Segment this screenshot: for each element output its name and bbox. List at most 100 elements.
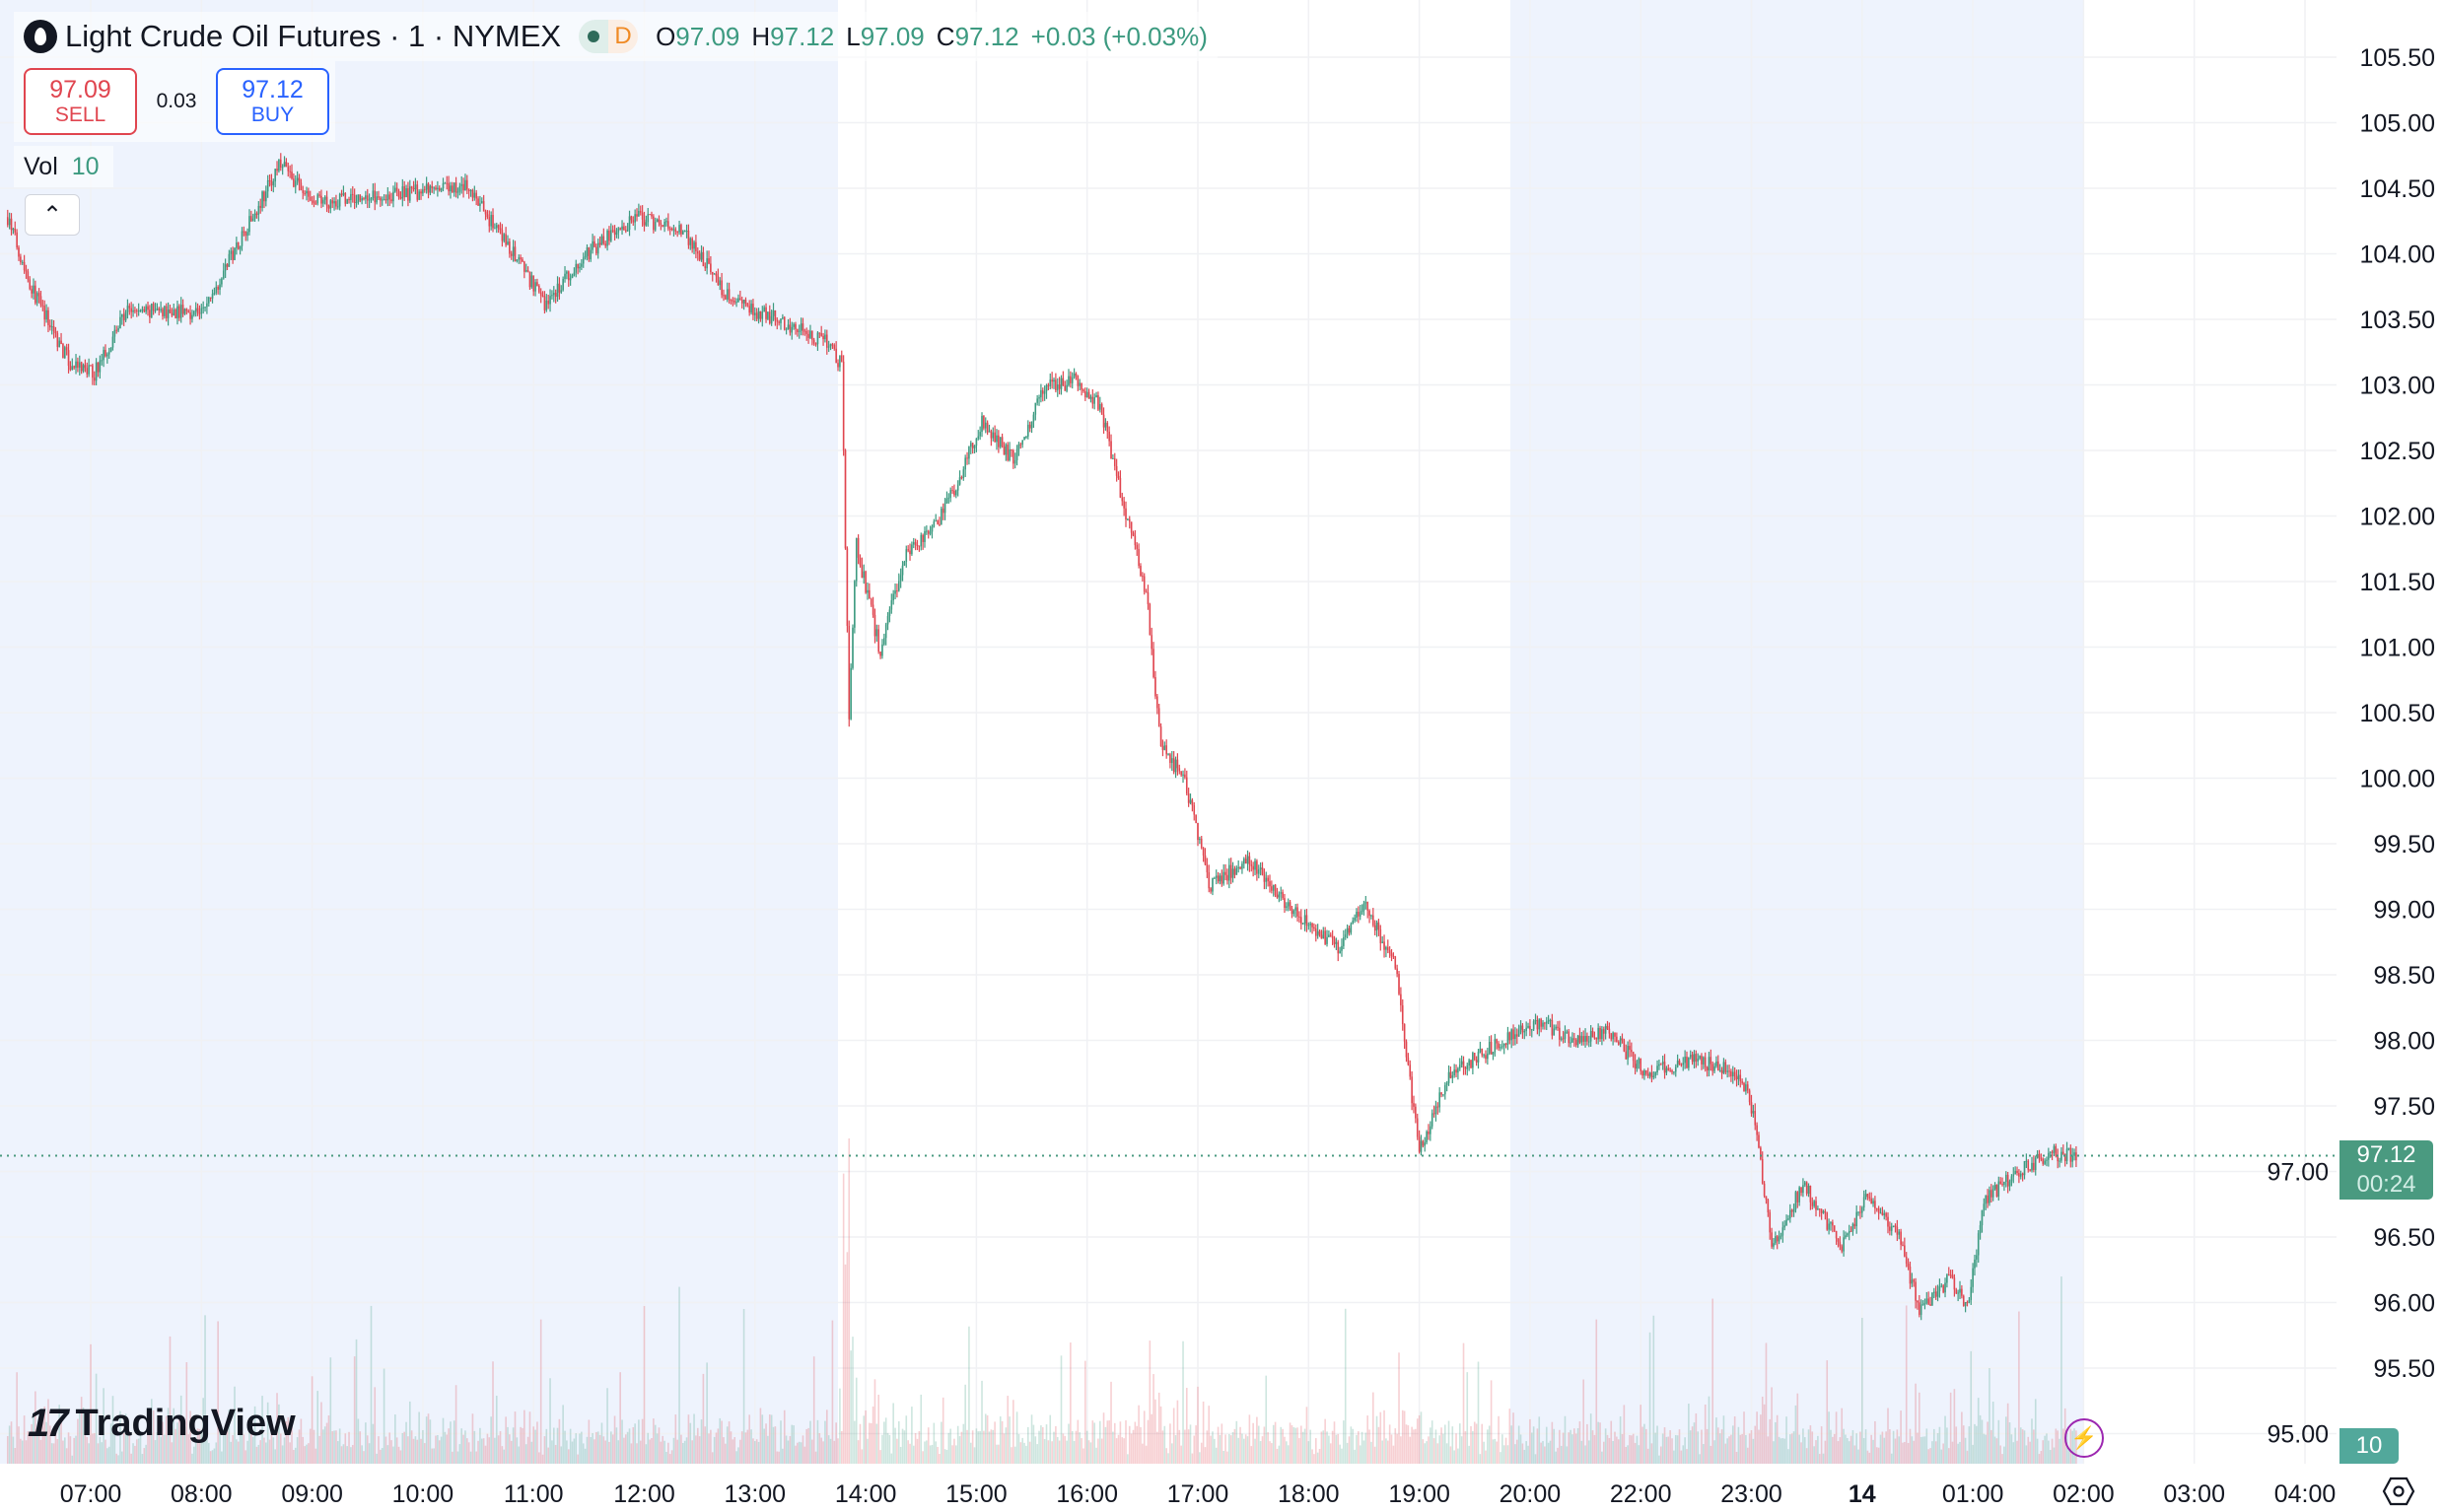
candle-body	[2073, 1152, 2075, 1156]
candle-body	[1872, 1201, 1874, 1204]
volume-bar	[431, 1448, 434, 1464]
tradingview-logo[interactable]: 17 TradingView	[28, 1402, 296, 1445]
volume-bar	[512, 1427, 515, 1464]
candle-body	[1665, 1067, 1668, 1073]
volume-bar	[16, 1372, 18, 1464]
volume-bar	[1197, 1386, 1199, 1464]
candle-body	[1800, 1187, 1802, 1194]
volume-bar	[750, 1429, 752, 1464]
volume-bar	[1128, 1425, 1131, 1464]
volume-bar	[1479, 1454, 1482, 1464]
volume-bar	[1667, 1436, 1670, 1464]
candle-body	[1989, 1190, 1990, 1203]
candle-body	[994, 432, 996, 443]
candle-body	[121, 313, 123, 317]
collapse-legend-button[interactable]: ⌃	[25, 194, 80, 236]
candle-body	[1300, 917, 1302, 925]
candle-body	[456, 191, 459, 193]
candle-body	[1271, 886, 1273, 891]
volume-bar	[1874, 1420, 1876, 1464]
volume-bar	[145, 1444, 147, 1464]
volume-bar	[78, 1412, 81, 1464]
volume-bar	[1826, 1360, 1829, 1464]
volume-bar	[649, 1439, 651, 1464]
volume-bar	[1872, 1439, 1874, 1464]
candle-body	[1877, 1208, 1880, 1213]
volume-bar	[1062, 1433, 1065, 1464]
volume-bar	[924, 1441, 926, 1464]
candle-body	[884, 624, 887, 639]
volume-bar	[300, 1418, 303, 1464]
volume-bar	[645, 1444, 648, 1464]
volume-bar	[619, 1372, 621, 1464]
volume-bar	[643, 1306, 646, 1464]
volume-bar	[221, 1451, 223, 1464]
candle-body	[710, 263, 712, 273]
sell-button[interactable]: 97.09 SELL	[24, 68, 137, 135]
candle-body	[21, 261, 24, 263]
candle-body	[438, 187, 441, 191]
volume-bar	[2027, 1436, 2030, 1464]
volume-bar	[194, 1437, 197, 1464]
candle-body	[715, 273, 718, 277]
volume-bar	[613, 1415, 616, 1464]
volume-bar	[1544, 1446, 1546, 1464]
volume-bar	[827, 1435, 830, 1464]
candle-body	[248, 216, 250, 233]
buy-button[interactable]: 97.12 BUY	[216, 68, 329, 135]
candle-body	[667, 221, 669, 229]
candle-body	[97, 362, 100, 373]
volume-bar	[1845, 1434, 1847, 1464]
settings-icon[interactable]	[2382, 1475, 2415, 1508]
volume-bar	[1082, 1448, 1084, 1464]
volume-bar	[1261, 1436, 1264, 1464]
volume-bar	[1276, 1448, 1279, 1464]
candle-body	[107, 351, 110, 355]
candle-body	[174, 309, 176, 318]
volume-bar	[575, 1433, 578, 1464]
candle-body	[1248, 856, 1251, 865]
symbol-legend[interactable]: Light Crude Oil Futures · 1 · NYMEX D O9…	[14, 12, 1218, 61]
volume-bar	[63, 1437, 66, 1464]
volume-bar	[1226, 1451, 1228, 1464]
volume-bar	[1483, 1441, 1485, 1464]
candle-body	[1862, 1197, 1865, 1208]
market-open-dot-icon	[579, 20, 609, 53]
volume-bar	[1163, 1425, 1166, 1464]
volume-bar	[562, 1405, 564, 1464]
candle-body	[1040, 389, 1042, 398]
volume-bar	[1534, 1454, 1537, 1464]
candle-body	[1923, 1303, 1926, 1305]
volume-bar	[1638, 1445, 1640, 1464]
volume-bar	[1841, 1408, 1844, 1464]
volume-bar	[1584, 1445, 1586, 1464]
volume-bar	[209, 1451, 212, 1464]
volume-bar	[394, 1414, 396, 1464]
market-status[interactable]: D	[579, 20, 639, 53]
candle-body	[477, 198, 479, 206]
volume-bar	[1142, 1443, 1144, 1464]
volume-bar	[1701, 1429, 1703, 1464]
candle-body	[691, 238, 693, 249]
candle-body	[16, 232, 18, 248]
lightning-icon[interactable]: ⚡	[2064, 1418, 2104, 1458]
candle-body	[2012, 1174, 2015, 1177]
candle-body	[558, 283, 561, 293]
volume-bar	[39, 1439, 42, 1464]
volume-bar	[1761, 1396, 1764, 1464]
candle-body	[1386, 946, 1389, 951]
candle-body	[588, 247, 591, 260]
candle-body	[1226, 874, 1228, 881]
candle-body	[1733, 1071, 1736, 1077]
volume-bar	[800, 1442, 803, 1464]
volume-legend[interactable]: Vol 10	[14, 146, 113, 187]
volume-bar	[1769, 1418, 1772, 1464]
volume-bar	[2038, 1454, 2041, 1464]
volume-bar	[248, 1419, 250, 1464]
candle-body	[1447, 1071, 1450, 1083]
candle-body	[942, 508, 944, 514]
y-tick-label: 102.00	[2360, 504, 2435, 531]
candle-body	[986, 422, 989, 433]
y-tick-label: 98.00	[2373, 1028, 2435, 1056]
